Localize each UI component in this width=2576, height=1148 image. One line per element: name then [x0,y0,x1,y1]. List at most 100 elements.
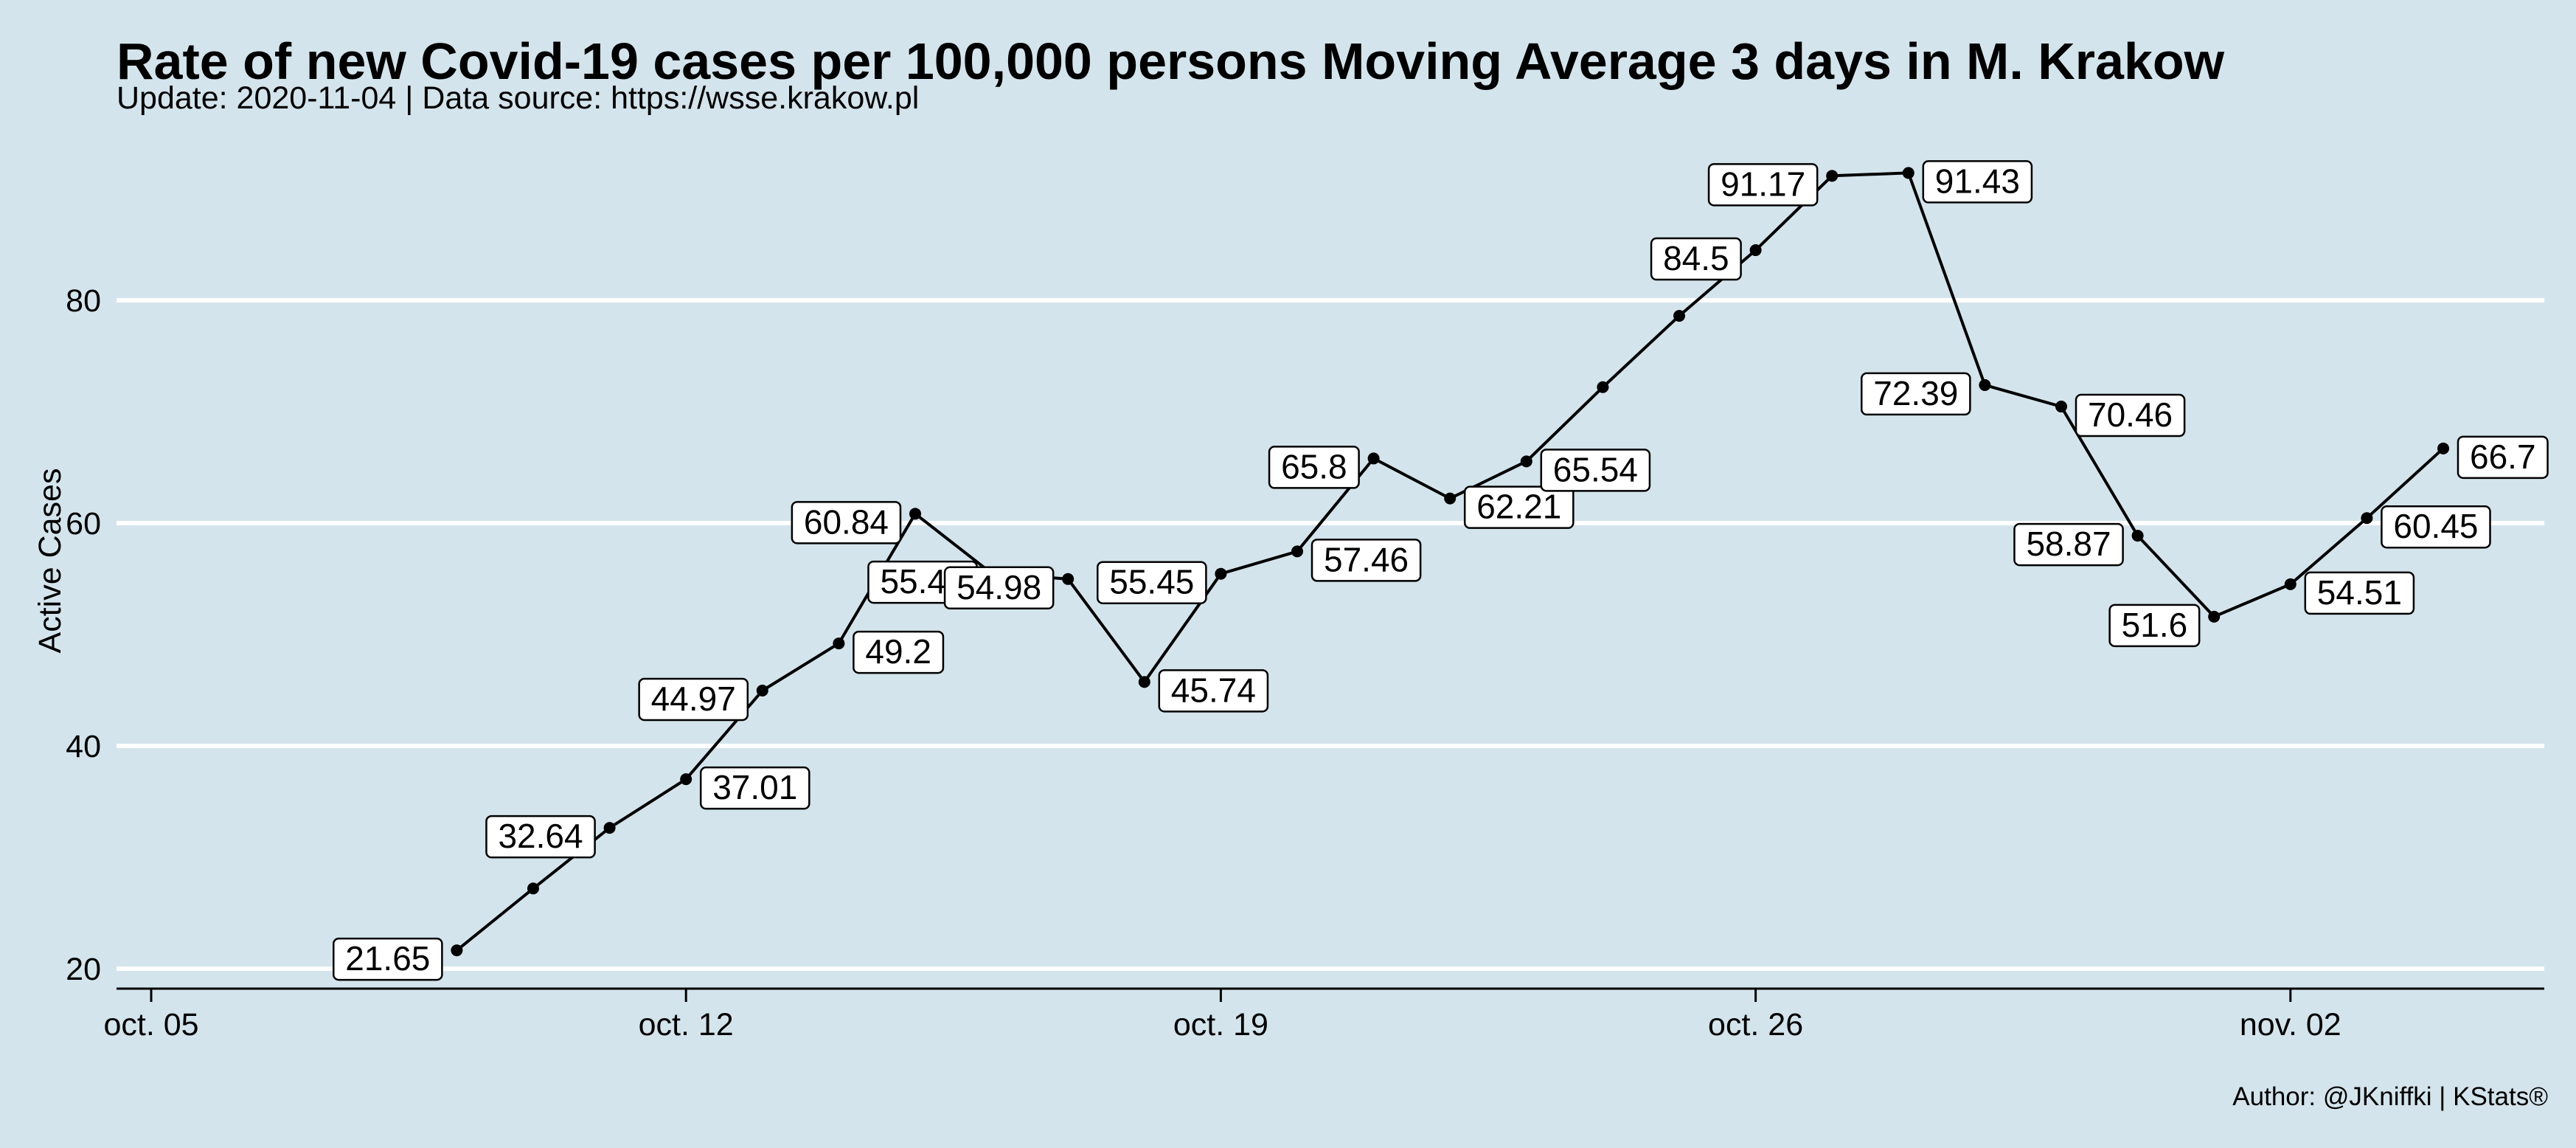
data-label-box [1097,561,1207,604]
data-label-box [2381,505,2491,549]
data-label-text: 37.01 [712,768,797,806]
data-label: 32.64 [485,815,596,859]
grid-layer [117,298,2544,971]
data-label: 54.51 [2304,571,2415,615]
data-point [603,822,616,834]
data-label-text: 58.87 [2026,525,2111,563]
data-point [527,882,539,895]
data-point [2055,401,2067,413]
data-label: 37.01 [699,766,810,810]
data-label: 84.5 [1650,237,1742,281]
data-label-box [1268,446,1360,489]
data-label: 44.97 [638,677,749,722]
data-point [680,773,692,786]
data-label-text: 57.46 [1324,540,1409,578]
data-point [1902,167,1914,179]
data-label: 91.17 [1707,163,1819,207]
data-point [451,944,463,957]
data-point [2361,512,2373,525]
y-tick-label: 60 [66,506,101,542]
data-label-text: 54.98 [957,568,1041,606]
data-label-box [485,815,596,859]
data-label-box [2013,522,2124,567]
data-label: 54.98 [943,566,1055,610]
data-label-box [1463,485,1575,529]
chart-caption: Author: @JKniffki | KStats® [2232,1082,2548,1111]
data-label-box [333,937,443,981]
data-point [1367,452,1380,465]
x-tick-label: oct. 19 [1173,1007,1268,1042]
data-label-text: 65.8 [1281,447,1347,485]
data-label-text: 55.45 [1109,563,1194,601]
data-label-text: 32.64 [498,817,583,855]
data-label-box [1310,539,1422,582]
data-label: 45.74 [1158,669,1269,713]
data-label: 65.8 [1268,446,1360,489]
data-label-text: 45.74 [1171,671,1256,709]
data-label-text: 84.5 [1663,239,1729,277]
data-point [1597,381,1609,393]
data-label-box [1922,160,2033,204]
data-label: 70.46 [2075,393,2186,438]
data-label: 51.6 [2108,604,2201,648]
data-label: 57.46 [1310,539,1422,582]
data-label-box [2304,571,2415,615]
data-label-box [2457,435,2549,480]
data-point [1520,455,1532,468]
data-point [1979,378,1991,391]
data-label-text: 62.21 [1476,488,1561,526]
data-point [833,637,845,650]
data-label-text: 91.17 [1721,165,1805,203]
data-label-text: 51.6 [2122,606,2188,644]
data-point [1138,676,1150,688]
data-label-text: 60.45 [2393,507,2478,545]
x-tick-label: oct. 05 [103,1007,198,1042]
data-point [1826,170,1839,182]
data-point [2284,578,2296,590]
data-point [2208,610,2221,623]
data-label-text: 70.46 [2088,395,2173,434]
x-tick-label: oct. 26 [1708,1007,1803,1042]
data-point [1673,310,1685,322]
data-label-text: 49.2 [865,632,931,671]
data-point [756,684,768,696]
data-label-box [699,766,810,810]
data-label-text: 60.84 [804,502,889,541]
data-label: 65.54 [1540,449,1651,492]
data-point [2131,530,2144,542]
data-label-text: 91.43 [1935,162,2020,200]
data-label-text: 44.97 [651,680,736,718]
data-label-box [1707,163,1819,207]
data-label-box [2108,604,2201,648]
data-label-box [943,566,1055,610]
y-tick-label: 80 [66,283,101,319]
data-label-box [1158,669,1269,713]
data-label: 21.65 [333,937,443,981]
data-label-box [1861,372,1971,416]
data-label: 72.39 [1861,372,1971,416]
data-label-text: 66.7 [2470,438,2536,476]
data-label-box [791,501,902,544]
data-point [1291,545,1303,558]
data-label-box [2075,393,2186,438]
label-layer: 21.6532.6437.0144.9749.260.8455.4954.984… [333,160,2549,981]
data-point [1444,492,1457,505]
data-label-text: 21.65 [345,939,430,978]
data-label: 60.84 [791,501,902,544]
chart-subtitle: Update: 2020-11-04 | Data source: https:… [117,80,919,116]
data-label: 49.2 [853,630,945,674]
y-axis-title: Active Cases [32,468,68,654]
data-label: 66.7 [2457,435,2549,480]
data-label: 60.45 [2381,505,2491,549]
data-label-text: 54.51 [2317,573,2402,612]
data-label-box [1540,449,1651,492]
data-point [1062,573,1075,585]
point-layer [451,167,2449,957]
data-point [1749,244,1762,257]
x-tick-label: oct. 12 [639,1007,734,1042]
data-label-box [1650,237,1742,281]
data-label: 62.21 [1463,485,1575,529]
data-label: 91.43 [1922,160,2033,204]
data-label: 58.87 [2013,522,2124,567]
